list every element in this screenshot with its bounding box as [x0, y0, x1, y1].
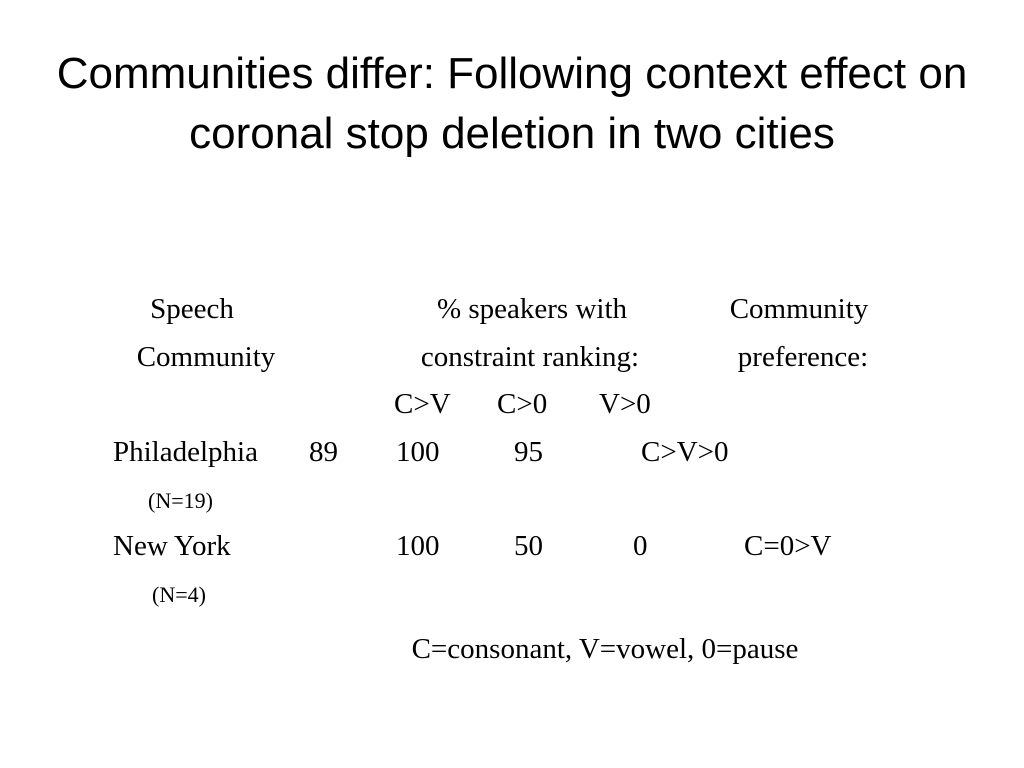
row-community: New York — [113, 530, 231, 562]
header-speech-community-2: Community — [136, 341, 276, 373]
row-sample-size: (N=19) — [148, 488, 213, 513]
subheader-c-0: C>0 — [497, 388, 548, 420]
legend-note: C=consonant, V=vowel, 0=pause — [411, 633, 799, 665]
slide-title: Communities differ: Following context ef… — [56, 49, 968, 158]
row-value: 100 — [396, 436, 440, 468]
header-ranking-2: constraint ranking: — [420, 341, 640, 373]
row-value: 50 — [514, 530, 543, 562]
row-sample-size: (N=4) — [152, 582, 206, 607]
header-ranking: % speakers with — [436, 293, 628, 325]
row-preference: C>V>0 — [641, 436, 729, 468]
row-value: 0 — [633, 530, 648, 562]
row-value: 100 — [396, 530, 440, 562]
row-value: 89 — [309, 436, 338, 468]
header-speech-community: Speech — [150, 293, 234, 325]
row-preference: C=0>V — [744, 530, 832, 562]
row-value: 95 — [514, 436, 543, 468]
row-community: Philadelphia — [113, 436, 258, 468]
header-preference: Community — [729, 293, 869, 325]
header-preference-2: preference: — [737, 341, 869, 373]
subheader-v-0: V>0 — [599, 388, 651, 420]
subheader-c-v: C>V — [394, 388, 451, 420]
